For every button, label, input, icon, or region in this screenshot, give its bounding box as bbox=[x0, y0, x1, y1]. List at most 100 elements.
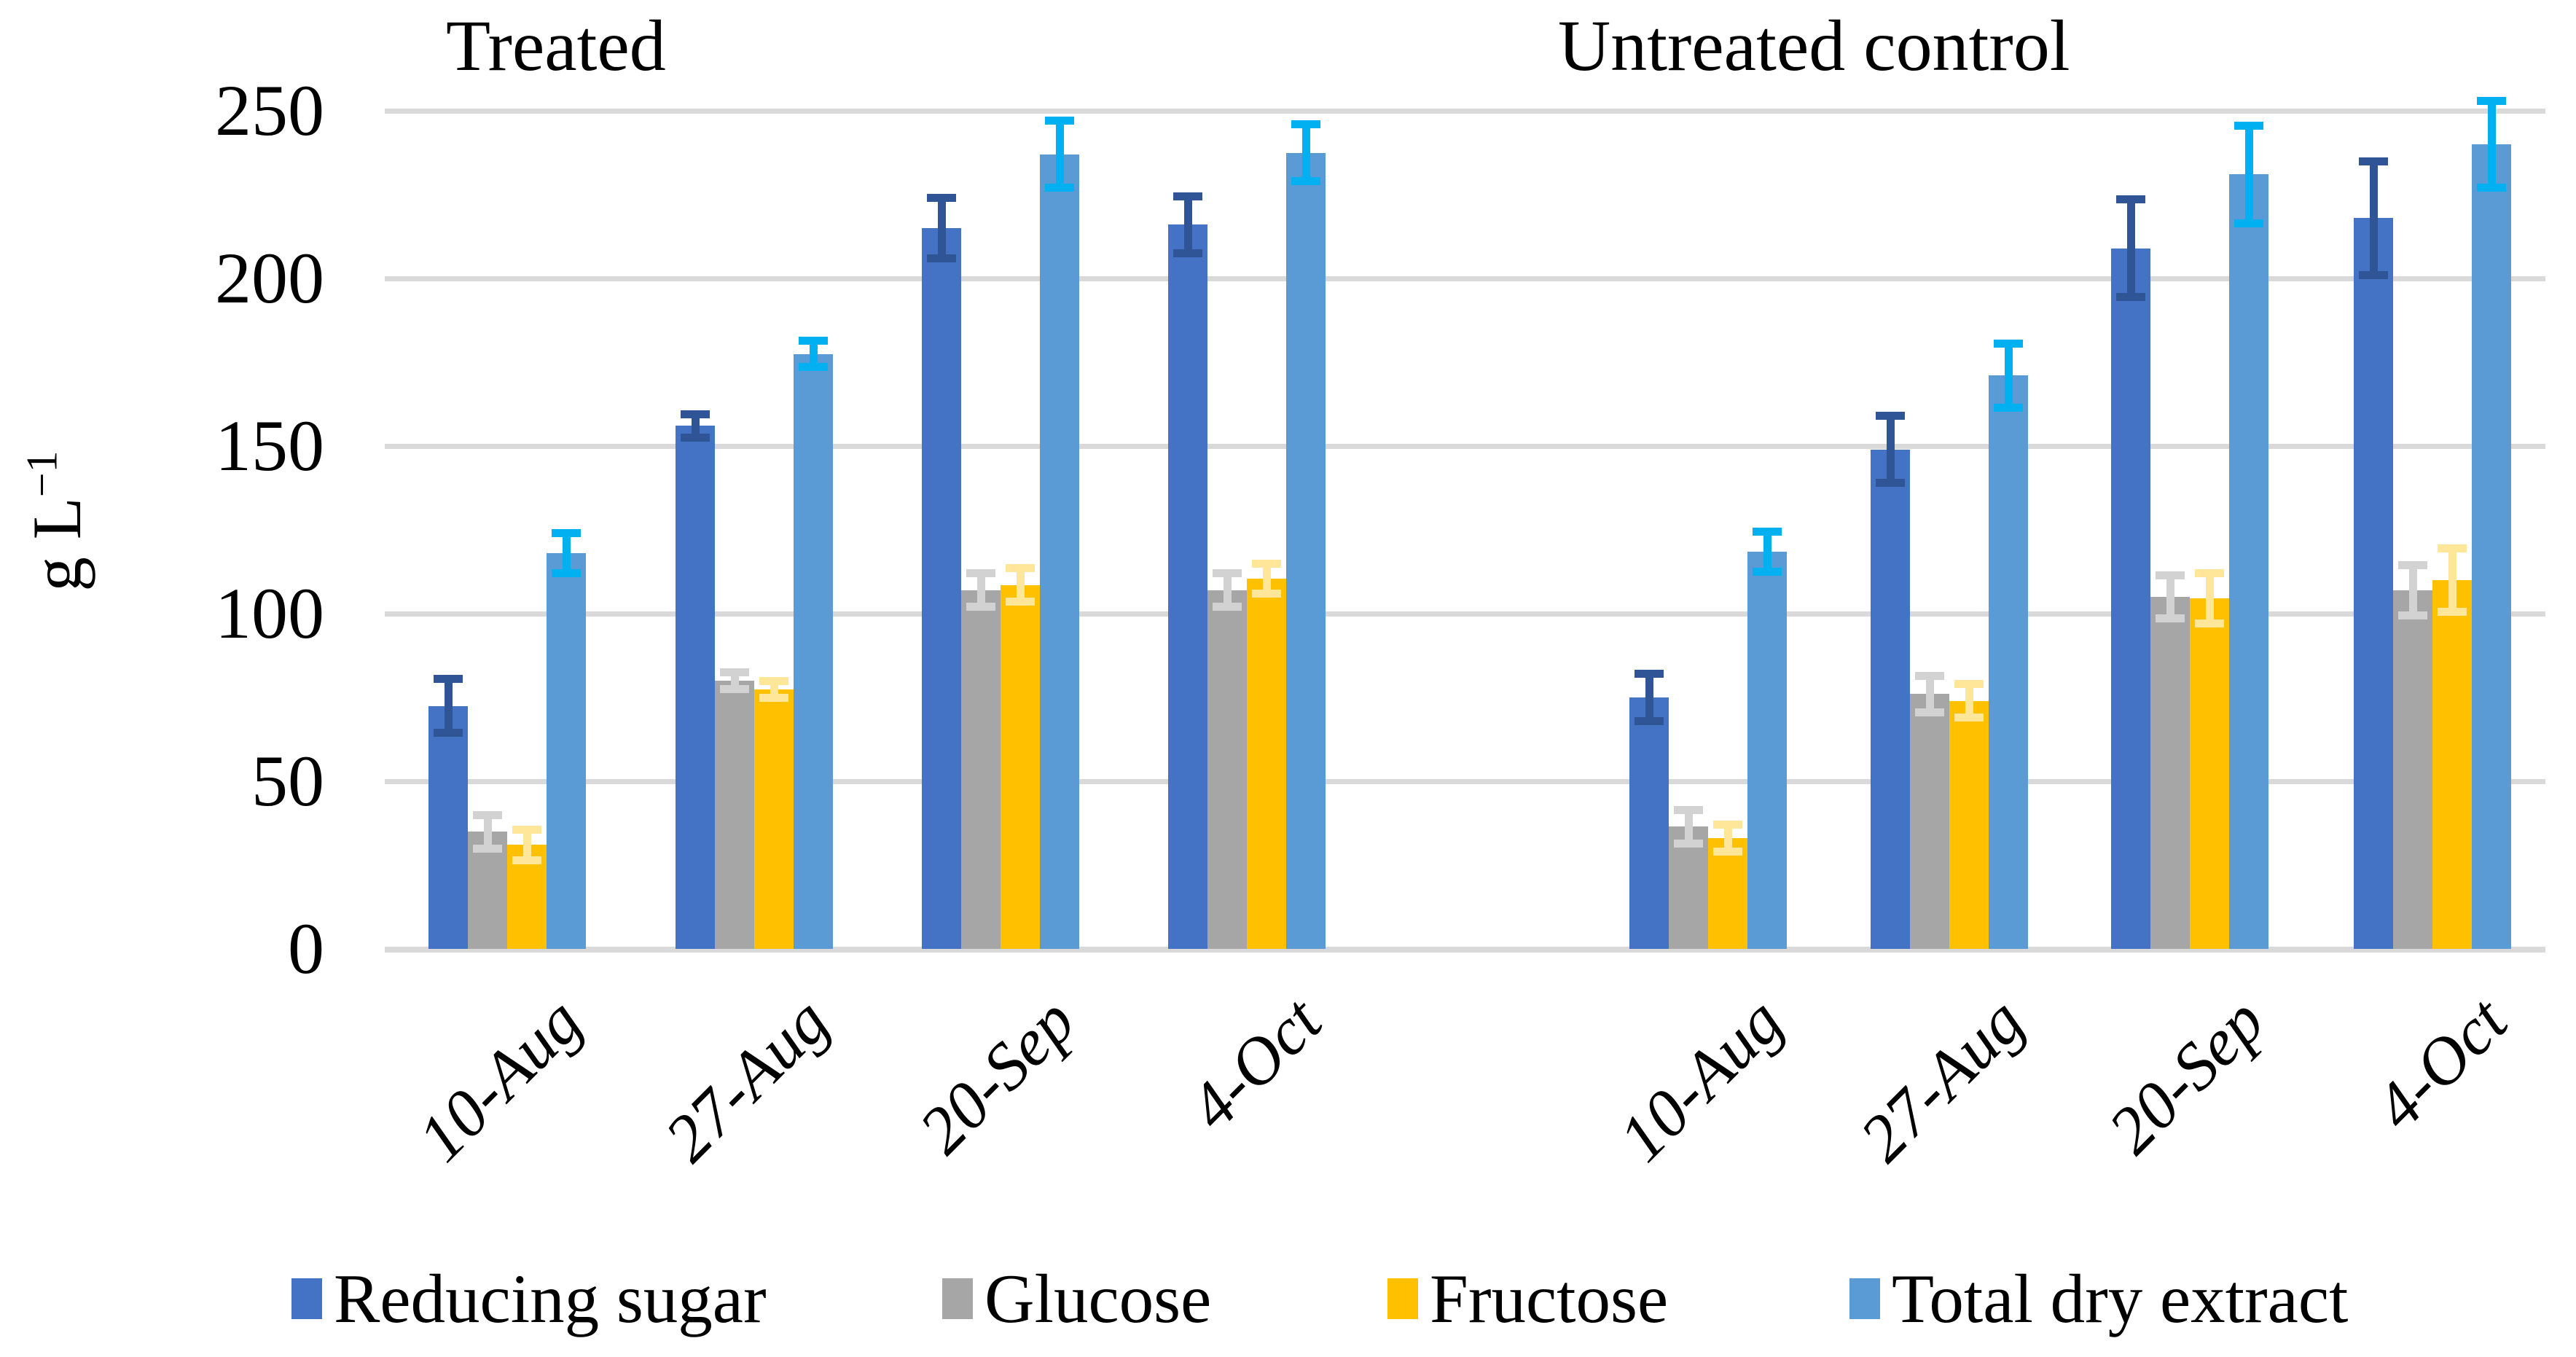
gridline-200 bbox=[385, 276, 2545, 281]
error-bar-cap-bottom-glucose-20-sep-treated bbox=[966, 603, 995, 611]
legend-swatch-total-dry-extract bbox=[1849, 1278, 1880, 1319]
error-bar-line-fructose-4-oct-untreated bbox=[2448, 548, 2456, 612]
error-bar-cap-top-glucose-27-aug-treated bbox=[720, 668, 749, 676]
error-bar-line-reducing-sugar-4-oct-untreated bbox=[2369, 161, 2378, 275]
x-axis-label-27-aug-treated: 27-Aug bbox=[650, 983, 843, 1176]
bar-fructose-10-aug-untreated bbox=[1708, 838, 1747, 949]
x-axis-label-27-aug-untreated: 27-Aug bbox=[1845, 983, 2038, 1176]
bar-fructose-27-aug-treated bbox=[754, 689, 794, 949]
error-bar-cap-top-glucose-20-sep-treated bbox=[966, 569, 995, 578]
bar-total-dry-extract-4-oct-treated bbox=[1286, 152, 1326, 949]
y-tick-label-50: 50 bbox=[251, 740, 324, 821]
error-bar-cap-bottom-total-dry-extract-10-aug-treated bbox=[552, 569, 581, 578]
bar-total-dry-extract-10-aug-untreated bbox=[1747, 551, 1787, 949]
error-bar-cap-top-total-dry-extract-10-aug-untreated bbox=[1753, 527, 1782, 536]
panel-title-treated: Treated bbox=[446, 5, 666, 86]
error-bar-cap-top-reducing-sugar-10-aug-untreated bbox=[1635, 670, 1664, 678]
bar-reducing-sugar-20-sep-treated bbox=[922, 228, 961, 949]
error-bar-cap-top-total-dry-extract-27-aug-untreated bbox=[1994, 340, 2023, 348]
error-bar-cap-bottom-total-dry-extract-20-sep-untreated bbox=[2234, 219, 2263, 227]
error-bar-line-reducing-sugar-4-oct-treated bbox=[1183, 196, 1192, 254]
error-bar-line-glucose-10-aug-treated bbox=[483, 815, 492, 848]
y-tick-label-100: 100 bbox=[215, 573, 324, 654]
gridline-50 bbox=[385, 779, 2545, 784]
error-bar-cap-top-total-dry-extract-20-sep-treated bbox=[1045, 117, 1074, 125]
bar-glucose-27-aug-treated bbox=[715, 681, 754, 949]
error-bar-cap-bottom-glucose-10-aug-untreated bbox=[1674, 839, 1703, 848]
x-axis-label-20-sep-untreated: 20-Sep bbox=[2094, 983, 2279, 1168]
legend-swatch-fructose bbox=[1387, 1278, 1418, 1319]
error-bar-cap-bottom-reducing-sugar-10-aug-treated bbox=[434, 728, 463, 737]
error-bar-line-glucose-27-aug-treated bbox=[730, 672, 739, 689]
error-bar-line-fructose-20-sep-treated bbox=[1016, 568, 1025, 602]
legend-label-fructose: Fructose bbox=[1430, 1259, 1669, 1337]
y-tick-label-200: 200 bbox=[215, 238, 324, 318]
error-bar-cap-bottom-glucose-10-aug-treated bbox=[473, 844, 502, 853]
error-bar-line-reducing-sugar-20-sep-treated bbox=[937, 198, 946, 259]
error-bar-cap-bottom-glucose-4-oct-treated bbox=[1213, 603, 1242, 611]
legend-swatch-glucose bbox=[942, 1278, 973, 1319]
error-bar-line-glucose-4-oct-treated bbox=[1223, 573, 1232, 607]
error-bar-cap-bottom-reducing-sugar-10-aug-untreated bbox=[1635, 716, 1664, 725]
error-bar-cap-top-glucose-4-oct-untreated bbox=[2398, 560, 2427, 569]
x-axis-label-4-oct-treated: 4-Oct bbox=[1175, 983, 1336, 1144]
error-bar-line-fructose-10-aug-untreated bbox=[1723, 824, 1732, 852]
error-bar-cap-top-glucose-20-sep-untreated bbox=[2156, 571, 2185, 579]
error-bar-cap-bottom-reducing-sugar-20-sep-treated bbox=[927, 254, 956, 262]
error-bar-line-total-dry-extract-10-aug-untreated bbox=[1763, 531, 1772, 572]
error-bar-line-total-dry-extract-4-oct-untreated bbox=[2487, 101, 2496, 188]
bar-glucose-27-aug-untreated bbox=[1910, 694, 1949, 949]
bar-fructose-27-aug-untreated bbox=[1949, 700, 1989, 949]
error-bar-line-fructose-4-oct-treated bbox=[1262, 563, 1271, 594]
error-bar-line-total-dry-extract-4-oct-treated bbox=[1301, 124, 1310, 181]
error-bar-line-reducing-sugar-27-aug-treated bbox=[691, 414, 700, 438]
error-bar-cap-bottom-reducing-sugar-4-oct-treated bbox=[1173, 249, 1202, 257]
error-bar-cap-top-total-dry-extract-4-oct-untreated bbox=[2477, 96, 2506, 105]
error-bar-cap-top-glucose-10-aug-treated bbox=[473, 810, 502, 819]
error-bar-cap-bottom-total-dry-extract-4-oct-treated bbox=[1291, 177, 1320, 186]
error-bar-cap-top-fructose-20-sep-untreated bbox=[2195, 569, 2224, 578]
error-bar-cap-bottom-fructose-20-sep-untreated bbox=[2195, 619, 2224, 628]
legend-label-reducing-sugar: Reducing sugar bbox=[334, 1259, 767, 1337]
error-bar-line-reducing-sugar-27-aug-untreated bbox=[1886, 415, 1895, 483]
x-axis-label-10-aug-treated: 10-Aug bbox=[403, 983, 596, 1176]
error-bar-line-reducing-sugar-10-aug-untreated bbox=[1645, 673, 1653, 721]
error-bar-cap-top-fructose-27-aug-treated bbox=[759, 676, 788, 685]
legend-item-total-dry-extract: Total dry extract bbox=[1849, 1255, 2348, 1342]
error-bar-cap-bottom-total-dry-extract-4-oct-untreated bbox=[2477, 184, 2506, 192]
error-bar-line-reducing-sugar-10-aug-treated bbox=[444, 678, 453, 733]
legend-item-glucose: Glucose bbox=[942, 1255, 1211, 1342]
error-bar-cap-bottom-fructose-4-oct-untreated bbox=[2438, 608, 2467, 617]
error-bar-line-fructose-27-aug-untreated bbox=[1965, 684, 1973, 718]
error-bar-cap-top-glucose-27-aug-untreated bbox=[1915, 671, 1944, 680]
error-bar-cap-top-reducing-sugar-4-oct-treated bbox=[1173, 192, 1202, 200]
error-bar-cap-top-reducing-sugar-27-aug-treated bbox=[681, 410, 710, 418]
bar-reducing-sugar-4-oct-treated bbox=[1168, 224, 1207, 949]
error-bar-line-glucose-20-sep-treated bbox=[976, 573, 985, 607]
error-bar-cap-top-reducing-sugar-20-sep-untreated bbox=[2116, 195, 2145, 204]
error-bar-line-total-dry-extract-27-aug-treated bbox=[809, 340, 818, 367]
error-bar-line-fructose-20-sep-untreated bbox=[2205, 573, 2214, 624]
error-bar-line-glucose-20-sep-untreated bbox=[2166, 575, 2174, 619]
x-axis-label-10-aug-untreated: 10-Aug bbox=[1604, 983, 1797, 1176]
error-bar-cap-top-fructose-4-oct-treated bbox=[1252, 559, 1281, 568]
error-bar-cap-bottom-glucose-4-oct-untreated bbox=[2398, 611, 2427, 619]
error-bar-line-fructose-10-aug-treated bbox=[522, 829, 531, 861]
error-bar-cap-top-total-dry-extract-10-aug-treated bbox=[552, 529, 581, 538]
error-bar-cap-top-total-dry-extract-27-aug-treated bbox=[799, 336, 828, 345]
y-tick-label-250: 250 bbox=[215, 70, 324, 151]
error-bar-cap-bottom-fructose-10-aug-treated bbox=[512, 856, 541, 864]
bar-total-dry-extract-10-aug-treated bbox=[547, 553, 586, 949]
error-bar-cap-bottom-total-dry-extract-10-aug-untreated bbox=[1753, 568, 1782, 576]
error-bar-cap-top-reducing-sugar-10-aug-treated bbox=[434, 675, 463, 684]
bar-total-dry-extract-27-aug-treated bbox=[794, 353, 833, 949]
error-bar-cap-top-fructose-4-oct-untreated bbox=[2438, 544, 2467, 552]
bar-reducing-sugar-27-aug-treated bbox=[676, 426, 715, 949]
error-bar-cap-top-glucose-4-oct-treated bbox=[1213, 569, 1242, 578]
error-bar-cap-bottom-reducing-sugar-27-aug-untreated bbox=[1876, 479, 1905, 488]
error-bar-cap-top-total-dry-extract-4-oct-treated bbox=[1291, 120, 1320, 128]
error-bar-line-fructose-27-aug-treated bbox=[770, 681, 778, 697]
bar-fructose-20-sep-untreated bbox=[2190, 598, 2229, 949]
error-bar-line-total-dry-extract-10-aug-treated bbox=[562, 533, 571, 574]
error-bar-line-total-dry-extract-20-sep-untreated bbox=[2244, 125, 2253, 224]
